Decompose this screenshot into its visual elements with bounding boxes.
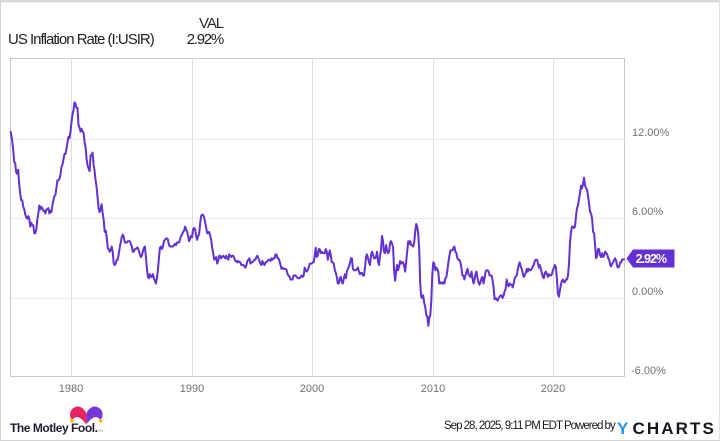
svg-text:2.92%: 2.92% bbox=[636, 252, 667, 266]
